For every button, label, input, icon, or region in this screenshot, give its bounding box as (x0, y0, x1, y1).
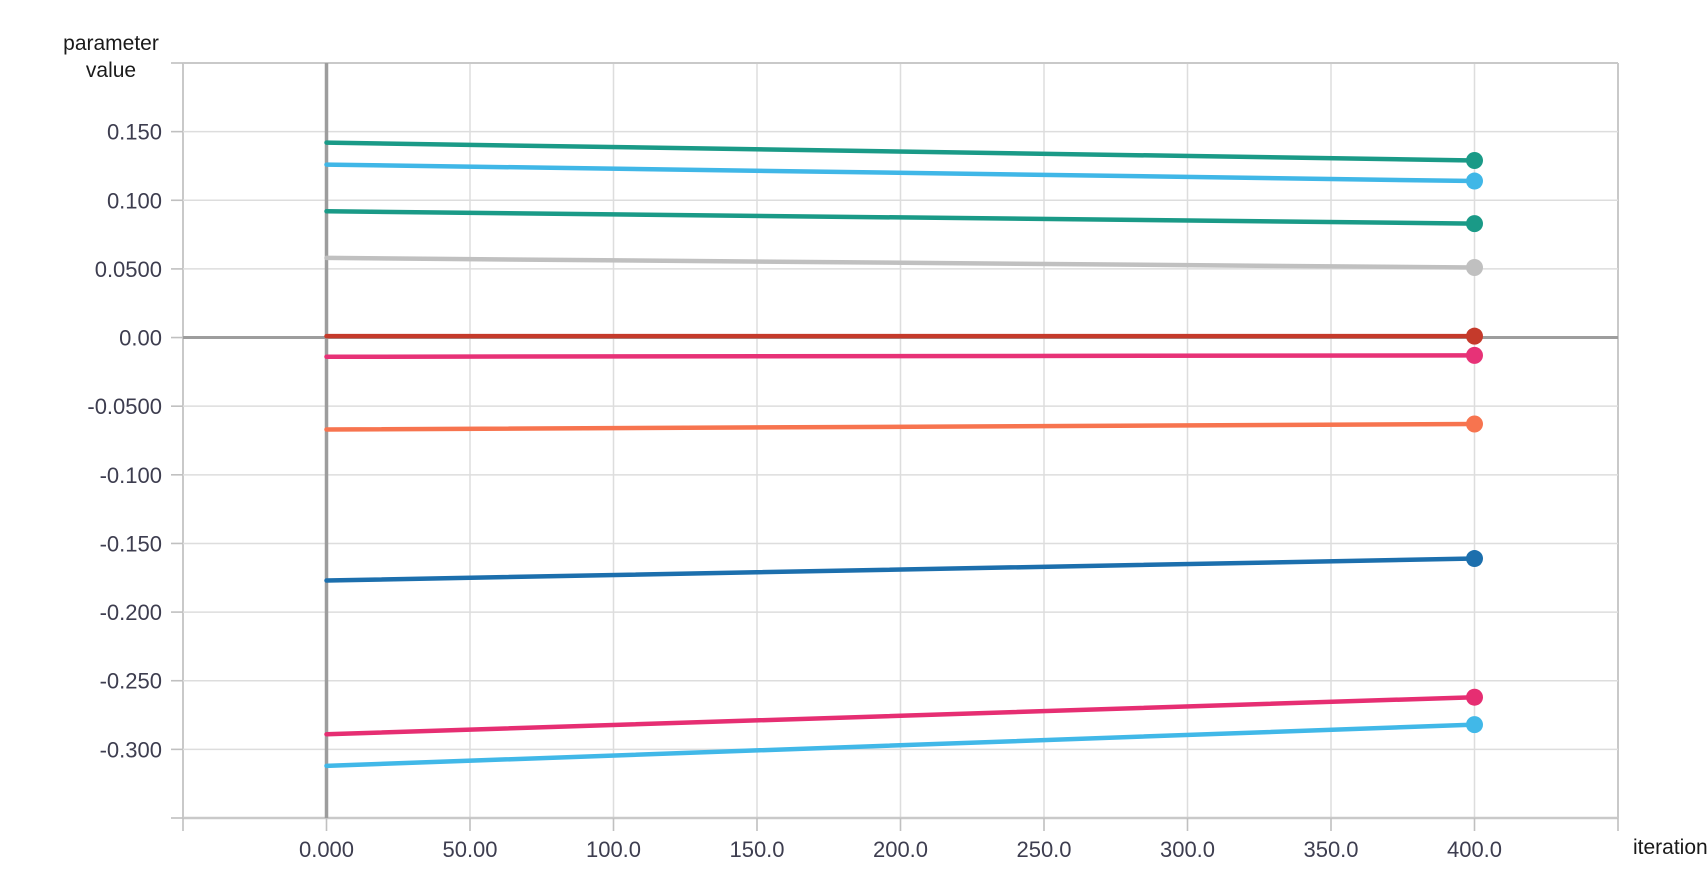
x-tick-label-400.0: 400.0 (1447, 837, 1502, 862)
y-tick-label--0.0500: -0.0500 (87, 394, 162, 419)
series-endpoint-pink-lower (1466, 688, 1483, 706)
y-axis-title-line1: parameter (63, 32, 159, 55)
x-tick-label-0.000: 0.000 (299, 837, 354, 862)
y-tick-label--0.100: -0.100 (100, 463, 162, 488)
series-line-blue (324, 556, 1477, 583)
y-tick-label-0.00: 0.00 (119, 326, 162, 351)
series-endpoint-cyan-top (1466, 172, 1483, 190)
series-endpoint-blue (1466, 550, 1483, 568)
x-tick-label-50.00: 50.00 (442, 837, 497, 862)
y-axis-title-line2: value (85, 59, 137, 82)
x-axis-title: iteration (1633, 836, 1707, 859)
y-tick-label-0.0500: 0.0500 (95, 257, 162, 282)
series-endpoint-teal-mid (1466, 215, 1483, 233)
series-endpoint-cyan-bottom (1466, 716, 1483, 734)
x-tick-label-350.0: 350.0 (1303, 837, 1358, 862)
x-tick-label-300.0: 300.0 (1160, 837, 1215, 862)
x-tick-label-200.0: 200.0 (873, 837, 928, 862)
x-tick-label-250.0: 250.0 (1016, 837, 1071, 862)
y-tick-label--0.300: -0.300 (100, 737, 162, 762)
x-tick-label-150.0: 150.0 (729, 837, 784, 862)
y-tick-label--0.250: -0.250 (100, 669, 162, 694)
series-line-gray (324, 255, 1477, 270)
y-tick-label--0.150: -0.150 (100, 531, 162, 556)
y-axis-title: parameter value (36, 30, 186, 84)
series-endpoint-orange (1466, 415, 1483, 433)
series-line-pink-lower (324, 694, 1477, 737)
series-line-orange (324, 421, 1477, 432)
series-endpoint-gray (1466, 259, 1483, 277)
series-line-pink-upper (324, 353, 1477, 360)
x-tick-label-100.0: 100.0 (586, 837, 641, 862)
series-endpoint-teal-top (1466, 151, 1483, 169)
series-line-teal-mid (324, 209, 1477, 226)
series-line-cyan-bottom (324, 722, 1477, 769)
series-endpoint-pink-upper (1466, 346, 1483, 364)
series-line-cyan-top (324, 162, 1477, 184)
series-line-teal-top (324, 140, 1477, 163)
y-tick-label--0.200: -0.200 (100, 600, 162, 625)
y-tick-label-0.100: 0.100 (107, 188, 162, 213)
y-tick-label-0.150: 0.150 (107, 120, 162, 145)
series-endpoint-red (1466, 327, 1483, 345)
